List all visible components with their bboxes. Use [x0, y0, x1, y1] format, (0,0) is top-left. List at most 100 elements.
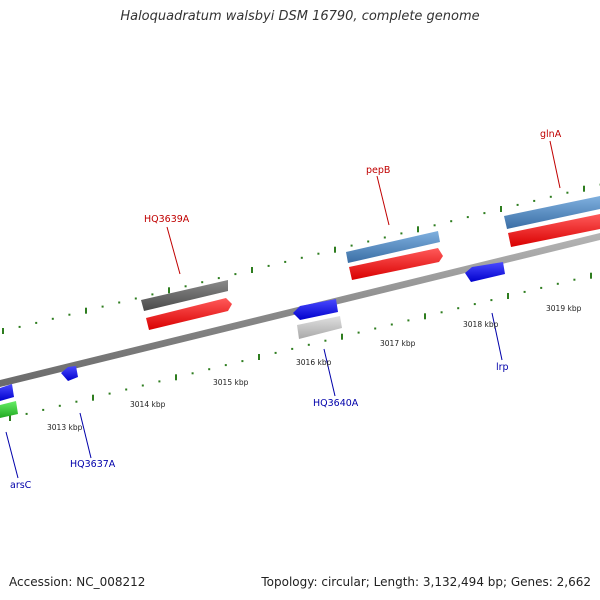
- leader-hq3640a: [323, 348, 336, 397]
- upper-row-minor-tick: [549, 195, 552, 198]
- lower-row-major-tick: [9, 415, 11, 421]
- kbp-label-3019: 3019 kbp: [546, 304, 582, 313]
- upper-row-minor-tick: [267, 264, 270, 267]
- upper-row-minor-tick: [516, 203, 519, 206]
- lower-row-minor-tick: [357, 331, 360, 334]
- kbp-label-3013: 3013 kbp: [47, 423, 83, 432]
- upper-row-minor-tick: [367, 240, 370, 243]
- lower-row-minor-tick: [125, 388, 128, 391]
- gene-arsc-cds: [0, 401, 18, 418]
- upper-row-minor-tick: [533, 199, 536, 202]
- upper-row-minor-tick: [201, 281, 204, 284]
- lower-row-minor-tick: [241, 360, 244, 363]
- gene-hq3637a-feature: [61, 366, 78, 381]
- lower-row-minor-tick: [158, 380, 161, 383]
- upper-row-minor-tick: [450, 220, 453, 223]
- upper-row-minor-tick: [300, 256, 303, 259]
- lower-row-minor-tick: [540, 286, 543, 289]
- gene-arsc-feature: [0, 384, 14, 401]
- lower-row-major-tick: [507, 293, 509, 299]
- lower-row-major-tick: [590, 272, 592, 279]
- upper-row-minor-tick: [151, 293, 154, 296]
- lower-row-minor-tick: [42, 408, 45, 411]
- upper-row-minor-tick: [184, 285, 187, 288]
- upper-row-minor-tick: [51, 317, 54, 320]
- upper-row-minor-tick: [383, 236, 386, 239]
- lower-row-minor-tick: [473, 303, 476, 306]
- upper-row-major-tick: [85, 307, 87, 314]
- genome-title: Haloquadratum walsbyi DSM 16790, complet…: [120, 9, 480, 24]
- lower-row-major-tick: [92, 394, 94, 401]
- upper-row-minor-tick: [234, 273, 237, 276]
- lower-row-minor-tick: [390, 323, 393, 326]
- gene-glna-feature: [504, 196, 600, 229]
- leader-arsc: [5, 431, 19, 479]
- leader-lrp: [491, 312, 503, 361]
- upper-row-minor-tick: [217, 277, 220, 280]
- lower-row-minor-tick: [490, 299, 493, 302]
- leader-pepb: [376, 175, 390, 226]
- lower-row-minor-tick: [274, 351, 277, 354]
- lower-row-minor-tick: [407, 319, 410, 322]
- lower-row-minor-tick: [291, 347, 294, 350]
- lower-row-minor-tick: [58, 404, 61, 407]
- gene-pepb-cds: [349, 248, 443, 280]
- kbp-label-3015: 3015 kbp: [213, 378, 249, 387]
- lower-row-minor-tick: [208, 368, 211, 371]
- lower-row-minor-tick: [25, 412, 28, 415]
- kbp-label-3014: 3014 kbp: [130, 400, 166, 409]
- lower-row-minor-tick: [523, 290, 526, 293]
- lower-row-major-tick: [175, 374, 177, 381]
- topology-label: Topology: circular; Length: 3,132,494 bp…: [261, 575, 591, 589]
- lower-row-minor-tick: [307, 343, 310, 346]
- upper-row-major-tick: [168, 287, 170, 294]
- upper-row-major-tick: [500, 206, 502, 212]
- upper-row-major-tick: [2, 328, 4, 334]
- gene-label-arsc: arsC: [10, 480, 32, 491]
- upper-row-minor-tick: [284, 260, 287, 263]
- gene-hq3640a-feature: [293, 299, 338, 320]
- upper-row-minor-tick: [118, 301, 121, 304]
- lower-row-minor-tick: [324, 339, 327, 342]
- lower-row-minor-tick: [108, 392, 111, 395]
- upper-row-minor-tick: [18, 325, 21, 328]
- upper-row-minor-tick: [317, 252, 320, 255]
- upper-row-major-tick: [417, 226, 419, 233]
- lower-row-minor-tick: [191, 372, 194, 375]
- gene-pepb-feature: [346, 231, 440, 263]
- upper-tick-row: [2, 183, 600, 334]
- gene-label-hq3640a: HQ3640A: [313, 398, 359, 409]
- lower-row-minor-tick: [374, 327, 377, 330]
- lower-row-minor-tick: [457, 307, 460, 310]
- upper-row-minor-tick: [433, 224, 436, 227]
- gene-label-hq3639a: HQ3639A: [144, 214, 190, 225]
- upper-row-minor-tick: [35, 321, 38, 324]
- upper-row-minor-tick: [566, 191, 569, 194]
- lower-row-minor-tick: [556, 282, 559, 285]
- lower-row-minor-tick: [224, 364, 227, 367]
- gene-label-lrp: lrp: [496, 362, 509, 373]
- gene-glna-cds: [508, 214, 600, 247]
- upper-row-minor-tick: [68, 313, 71, 316]
- leader-hq3637a: [79, 412, 92, 459]
- accession-label: Accession: NC_008212: [9, 575, 146, 589]
- lower-tick-row: [9, 272, 592, 421]
- gene-label-glna: glnA: [540, 129, 562, 140]
- lower-row-minor-tick: [573, 278, 576, 281]
- upper-row-minor-tick: [400, 232, 403, 235]
- lower-row-major-tick: [258, 354, 260, 360]
- lower-row-minor-tick: [440, 311, 443, 314]
- kbp-label-3018: 3018 kbp: [463, 320, 499, 329]
- lower-row-major-tick: [424, 313, 426, 320]
- upper-row-major-tick: [251, 267, 253, 273]
- gene-label-pepb: pepB: [366, 165, 390, 176]
- lower-row-major-tick: [341, 333, 343, 340]
- gene-hq3639a-cds: [146, 298, 232, 330]
- lower-row-minor-tick: [141, 384, 144, 387]
- leader-glna: [549, 140, 561, 189]
- kbp-label-3016: 3016 kbp: [296, 358, 332, 367]
- upper-row-minor-tick: [350, 244, 353, 247]
- upper-row-major-tick: [583, 185, 585, 192]
